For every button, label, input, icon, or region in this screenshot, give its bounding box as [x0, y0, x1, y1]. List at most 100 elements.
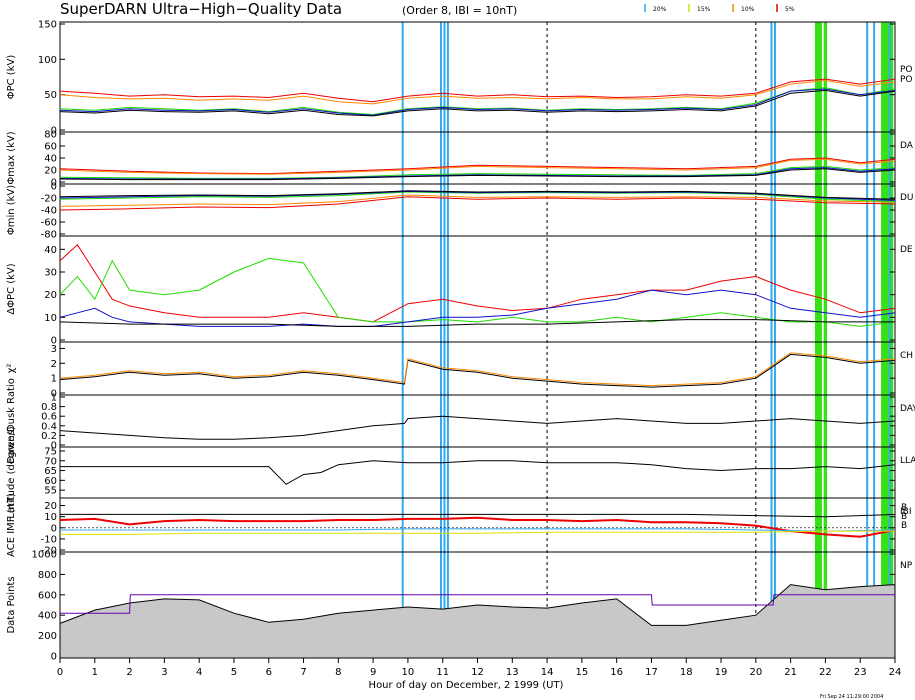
series-black — [59, 353, 896, 388]
series-black — [59, 190, 896, 200]
x-tick-label: 22 — [819, 667, 832, 678]
x-axis: 0 1 2 3 4 5 6 7 8 9 10 11 12 13 14 15 16 17 18 19 20 21 22 23 24 — [57, 658, 902, 678]
y-tick-label: 10 — [44, 313, 57, 324]
x-tick-label: 15 — [576, 667, 589, 678]
series-green — [59, 257, 896, 327]
x-axis-label: Hour of day on December, 2 1999 (UT) — [369, 680, 564, 691]
series-yellow — [60, 530, 895, 535]
series-green — [59, 165, 896, 179]
markers — [401, 22, 894, 658]
imf-component-label: B — [901, 512, 907, 522]
y-axis-label: Φmin (kV) — [6, 185, 17, 235]
y-tick-label: 50 — [44, 90, 57, 101]
y-tick-label: 20 — [44, 501, 57, 512]
y-tick-label: 60 — [44, 142, 57, 153]
panel-phi-min: -80-60-40-200 Φmin (kV) DU — [6, 182, 914, 241]
right-label: DA — [900, 141, 914, 151]
y-tick-label: -20 — [41, 194, 57, 205]
panel-frame — [59, 394, 896, 448]
y-tick-label: 2 — [51, 359, 57, 370]
y-tick-label: 3 — [51, 344, 57, 355]
y-tick-label: 0 — [51, 441, 57, 452]
legend-label: 5% — [785, 6, 795, 13]
y-axis-label: Dawn/Dusk Ratio — [6, 378, 17, 464]
y-tick-label: -40 — [41, 206, 57, 217]
green-band — [814, 22, 822, 658]
y-tick-label: 1 — [51, 374, 57, 385]
series-orange — [59, 158, 896, 175]
y-tick-label: -60 — [41, 218, 57, 229]
legend-label: 15% — [697, 6, 711, 13]
x-tick-label: 6 — [266, 667, 272, 678]
chart-subtitle: (Order 8, IBI = 10nT) — [402, 4, 517, 17]
y-tick-label: -20 — [41, 546, 57, 557]
x-tick-label: 11 — [436, 667, 449, 678]
y-tick-label: 100 — [38, 55, 57, 66]
green-band — [823, 22, 828, 658]
series-red — [59, 78, 896, 103]
x-tick-label: 5 — [231, 667, 237, 678]
y-tick-label: 0 — [51, 336, 57, 347]
right-label: NP — [900, 561, 913, 571]
panel-frame — [59, 235, 896, 343]
y-tick-label: 800 — [38, 570, 57, 581]
y-tick-label: 20 — [44, 166, 57, 177]
right-label: PO — [900, 65, 913, 75]
y-tick-label: 65 — [44, 466, 57, 477]
y-tick-label: 1 — [51, 393, 57, 404]
x-tick-label: 0 — [57, 667, 63, 678]
y-tick-label: 0 — [51, 523, 57, 534]
y-tick-label: 600 — [38, 590, 57, 601]
series-green — [59, 191, 896, 203]
x-tick-label: 19 — [715, 667, 728, 678]
panel-frame — [59, 446, 896, 499]
y-tick-label: 40 — [44, 245, 57, 256]
imf-component-label: B — [901, 503, 907, 513]
panel-frame — [59, 131, 896, 185]
series-black — [59, 415, 896, 440]
timestamp: Fri Sep 24 11:29:00 2004 — [820, 694, 883, 700]
x-tick-label: 17 — [645, 667, 658, 678]
legend-label: 20% — [653, 6, 667, 13]
x-tick-label: 7 — [300, 667, 306, 678]
y-tick-label: 80 — [44, 130, 57, 141]
x-tick-label: 24 — [889, 667, 902, 678]
series-area — [59, 584, 896, 659]
x-tick-label: 12 — [471, 667, 484, 678]
right-label: DU — [900, 193, 914, 203]
x-tick-label: 14 — [541, 667, 554, 678]
right-label: DE — [900, 245, 913, 255]
x-tick-label: 9 — [370, 667, 376, 678]
series-red — [59, 244, 896, 323]
series-black — [60, 513, 896, 518]
x-tick-label: 23 — [854, 667, 867, 678]
x-tick-label: 21 — [784, 667, 797, 678]
series-orange — [59, 352, 896, 387]
series-blue — [59, 289, 896, 327]
series-black — [59, 168, 896, 181]
series-orange — [59, 79, 896, 105]
series-blue — [59, 190, 896, 201]
panel-points: 0 200 400 600 800 1000 Data Points NP — [6, 550, 913, 663]
y-tick-label: 0 — [51, 389, 57, 400]
series-blue — [59, 88, 896, 116]
y-tick-label: 60 — [44, 476, 57, 487]
series-red — [59, 157, 896, 175]
legend-label: 10% — [741, 6, 755, 13]
y-tick-label: 0 — [51, 182, 57, 193]
x-tick-label: 10 — [402, 667, 415, 678]
y-tick-label: 150 — [38, 20, 57, 31]
right-label: IBI — [900, 507, 911, 517]
series-red — [59, 196, 896, 211]
panel-chi: 0 1 2 3 χ² CH — [6, 341, 913, 400]
x-tick-label: 8 — [335, 667, 341, 678]
series-green — [59, 87, 896, 116]
x-tick-label: 16 — [610, 667, 623, 678]
